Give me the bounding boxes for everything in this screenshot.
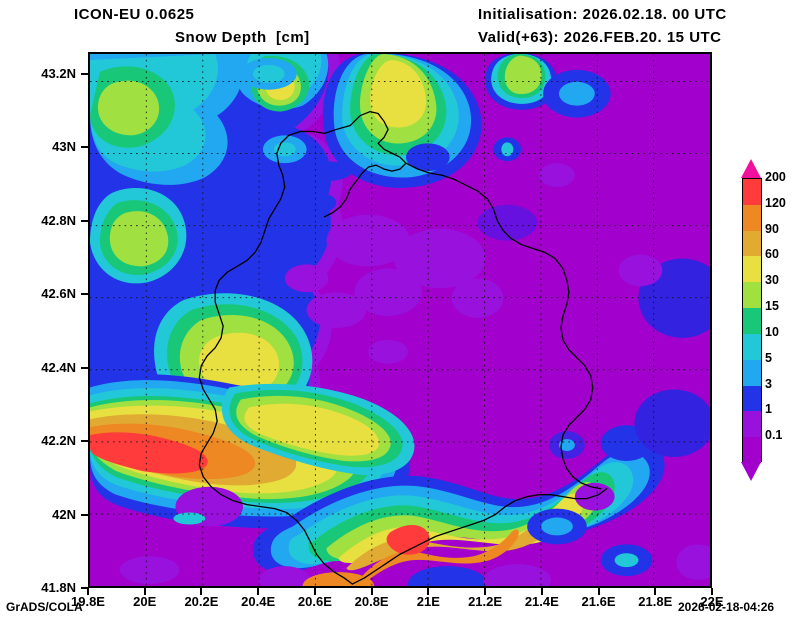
grid-lines — [90, 54, 710, 586]
colorbar-top-arrow — [741, 159, 761, 178]
y-axis-label: 42.6N — [41, 286, 76, 302]
y-tick — [81, 513, 88, 516]
colorbar-tick-label: 1 — [765, 402, 772, 417]
y-axis-label: 42.4N — [41, 359, 76, 375]
x-axis-label: 21E — [416, 594, 440, 609]
y-axis-label: 42N — [52, 506, 76, 522]
y-tick — [81, 73, 88, 76]
contour-field — [90, 54, 710, 586]
colorbar-tick-label: 5 — [765, 350, 772, 365]
variable-label: Snow Depth [cm] — [175, 29, 310, 46]
y-tick — [81, 219, 88, 222]
y-tick — [81, 146, 88, 149]
x-axis-label: 20E — [133, 594, 157, 609]
initialisation-label: Initialisation: 2026.02.18. 00 UTC — [478, 6, 727, 23]
colorbar-tick-label: 60 — [765, 247, 779, 262]
x-axis-label: 20.8E — [354, 594, 389, 609]
x-tick — [370, 588, 373, 595]
colorbar-segment — [743, 411, 761, 438]
valid-time-label: Valid(+63): 2026.FEB.20. 15 UTC — [478, 29, 722, 46]
colorbar-bottom-arrow — [741, 462, 761, 481]
colorbar-segment — [743, 256, 761, 283]
colorbar-segment — [743, 308, 761, 334]
contour-bands — [90, 54, 710, 586]
colorbar-segment — [743, 333, 761, 360]
colorbar-tick-label: 90 — [765, 221, 779, 236]
x-tick — [200, 588, 203, 595]
x-axis-label: 19.8E — [71, 594, 105, 609]
x-axis-label: 20.6E — [297, 594, 332, 609]
y-axis-label: 43.2N — [41, 66, 76, 82]
colorbar-tick-label: 30 — [765, 273, 779, 288]
producer-label: GrADS/COLA — [6, 600, 83, 614]
x-tick — [257, 588, 260, 595]
y-tick — [81, 293, 88, 296]
colorbar-tick-label: 200 — [765, 170, 786, 184]
y-axis-label: 42.2N — [41, 433, 76, 449]
x-axis-label: 22E — [700, 594, 724, 609]
colorbar — [742, 178, 762, 463]
colorbar-tick-label: 10 — [765, 324, 779, 339]
colorbar-segment — [743, 385, 761, 412]
x-axis-label: 20.2E — [184, 594, 219, 609]
x-axis-label: 21.2E — [468, 594, 503, 609]
x-tick — [484, 588, 487, 595]
colorbar-segment — [743, 179, 761, 205]
colorbar-segment — [743, 230, 761, 257]
x-axis-label: 21.6E — [581, 594, 616, 609]
x-tick — [711, 588, 713, 595]
x-axis-label: 20.4E — [241, 594, 276, 609]
x-tick — [87, 588, 89, 595]
colorbar-tick-label: 0.1 — [765, 428, 783, 443]
y-tick — [81, 440, 88, 443]
colorbar-segment — [743, 204, 761, 231]
x-tick — [143, 588, 146, 595]
y-axis-label: 42.8N — [41, 212, 76, 228]
snow-depth-map — [88, 52, 712, 588]
x-axis-label: 21.8E — [638, 594, 673, 609]
colorbar-tick-label: 3 — [765, 376, 772, 391]
colorbar-segment — [743, 437, 761, 463]
y-tick — [81, 366, 88, 369]
y-tick — [81, 587, 88, 589]
colorbar-segment — [743, 282, 761, 309]
x-tick — [654, 588, 657, 595]
colorbar-tick-label: 15 — [765, 299, 779, 314]
colorbar-tick-label: 120 — [765, 195, 786, 210]
x-tick — [597, 588, 600, 595]
x-tick — [427, 588, 430, 595]
y-axis-label: 41.8N — [41, 580, 76, 595]
colorbar-segment — [743, 359, 761, 386]
y-axis-label: 43N — [52, 139, 76, 155]
x-tick — [540, 588, 543, 595]
x-axis-label: 21.4E — [524, 594, 559, 609]
generated-label: 2026-02-18-04:26 — [678, 600, 775, 614]
x-tick — [313, 588, 316, 595]
model-label: ICON-EU 0.0625 — [74, 6, 195, 23]
